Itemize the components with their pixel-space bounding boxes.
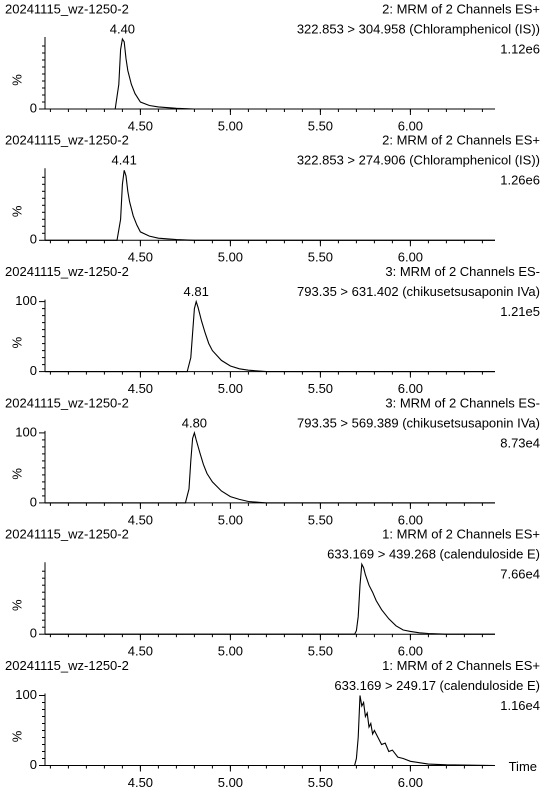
x-tick-label: 6.00 (398, 775, 423, 790)
x-tick-label: 5.50 (308, 644, 333, 659)
x-tick-label: 6.00 (398, 250, 423, 265)
peak-label: 4.41 (112, 153, 137, 168)
y-tick-label: 100 (15, 424, 37, 439)
x-tick-label: 4.50 (128, 250, 153, 265)
x-tick-label: 6.00 (398, 381, 423, 396)
x-tick-label: 5.00 (218, 381, 243, 396)
y-tick-label: 100 (15, 687, 37, 702)
transition: 322.853 > 304.958 (Chloramphenicol (IS)) (297, 21, 540, 36)
y-tick-label: 0 (30, 757, 37, 772)
intensity: 1.12e6 (500, 41, 540, 56)
x-tick-label: 6.00 (398, 118, 423, 133)
x-tick-label: 4.50 (128, 775, 153, 790)
x-tick-label: 5.00 (218, 775, 243, 790)
function-name: 2: MRM of 2 Channels ES+ (382, 1, 540, 16)
y-axis-label: % (9, 336, 24, 348)
x-tick-label: 5.50 (308, 512, 333, 527)
y-axis-label: % (9, 74, 24, 86)
x-tick-label: 5.00 (218, 118, 243, 133)
x-tick-label: 4.50 (128, 512, 153, 527)
trace (45, 430, 495, 504)
sample-name: 20241115_wz-1250-2 (5, 264, 129, 279)
intensity: 1.16e4 (500, 698, 540, 713)
trace (45, 562, 495, 635)
peak-label: 4.40 (110, 21, 135, 36)
transition: 633.169 > 439.268 (calenduloside E) (327, 547, 540, 562)
y-tick-label: 0 (30, 232, 37, 247)
transition: 793.35 > 631.402 (chikusetsusaponin IVa) (297, 284, 540, 299)
trace (45, 170, 495, 241)
x-tick-label: 4.50 (128, 381, 153, 396)
y-tick-label: 0 (30, 494, 37, 509)
trace (45, 299, 495, 373)
y-tick-label: 0 (30, 363, 37, 378)
intensity: 7.66e4 (500, 567, 540, 582)
x-tick-label: 5.00 (218, 644, 243, 659)
function-name: 1: MRM of 2 Channels ES+ (382, 527, 540, 542)
intensity: 1.26e6 (500, 173, 540, 188)
x-tick-label: 5.50 (308, 250, 333, 265)
y-tick-label: 0 (30, 626, 37, 641)
x-tick-label: 6.00 (398, 644, 423, 659)
transition: 793.35 > 569.389 (chikusetsusaponin IVa) (297, 415, 540, 430)
y-axis-label: % (9, 205, 24, 217)
x-tick-label: 6.00 (398, 512, 423, 527)
x-tick-label: 5.00 (218, 250, 243, 265)
function-name: 2: MRM of 2 Channels ES+ (382, 133, 540, 148)
x-axis-label: Time (509, 759, 537, 774)
trace (45, 37, 495, 110)
transition: 633.169 > 249.17 (calenduloside E) (334, 678, 540, 693)
x-tick-label: 5.50 (308, 118, 333, 133)
sample-name: 20241115_wz-1250-2 (5, 658, 129, 673)
x-tick-label: 4.50 (128, 118, 153, 133)
intensity: 8.73e4 (500, 435, 540, 450)
transition: 322.853 > 274.906 (Chloramphenicol (IS)) (297, 153, 540, 168)
function-name: 3: MRM of 2 Channels ES- (385, 395, 540, 410)
sample-name: 20241115_wz-1250-2 (5, 395, 129, 410)
sample-name: 20241115_wz-1250-2 (5, 133, 129, 148)
intensity: 1.21e5 (500, 304, 540, 319)
peak-label: 4.80 (182, 415, 207, 430)
y-axis-label: % (9, 599, 24, 611)
peak-label: 4.81 (184, 284, 209, 299)
x-tick-label: 5.00 (218, 512, 243, 527)
x-tick-label: 5.50 (308, 775, 333, 790)
sample-name: 20241115_wz-1250-2 (5, 1, 129, 16)
y-axis-label: % (9, 730, 24, 742)
y-axis-label: % (9, 468, 24, 480)
trace (45, 695, 496, 767)
y-tick-label: 100 (15, 293, 37, 308)
function-name: 1: MRM of 2 Channels ES+ (382, 658, 540, 673)
function-name: 3: MRM of 2 Channels ES- (385, 264, 540, 279)
x-tick-label: 4.50 (128, 644, 153, 659)
sample-name: 20241115_wz-1250-2 (5, 527, 129, 542)
y-tick-label: 0 (30, 100, 37, 115)
x-tick-label: 5.50 (308, 381, 333, 396)
